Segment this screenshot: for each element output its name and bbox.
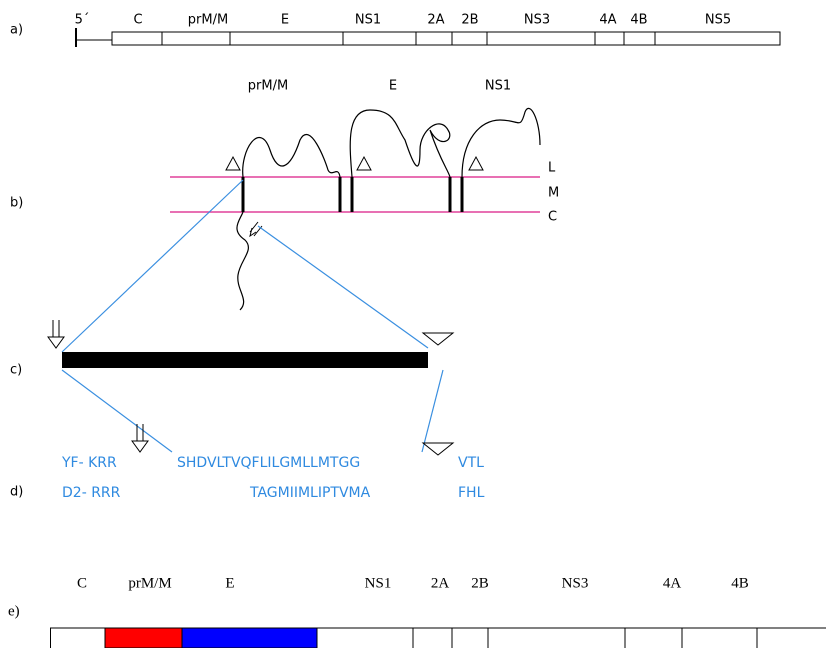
- segment-label: 2A: [431, 575, 450, 591]
- sequence: FHL: [458, 485, 485, 501]
- arrow: [250, 222, 262, 236]
- segment-label: 2B: [471, 575, 489, 591]
- layer-label: M: [548, 186, 559, 201]
- panel-label: a): [10, 23, 23, 38]
- segment-label: E: [281, 13, 289, 28]
- segment-label: 4B: [731, 575, 749, 591]
- sequence: D2- RRR: [62, 485, 121, 501]
- cleavage-triangles: [226, 157, 483, 170]
- segment-label: NS1: [365, 575, 392, 591]
- sequence: TAGMIIMLIPTVMA: [249, 485, 371, 501]
- segment-label: C: [77, 575, 87, 591]
- sequence: SHDVLTVQFLILGMLLMTGG: [177, 455, 360, 471]
- triangle: [423, 443, 453, 455]
- diagram: a) 5´ C prM/M E NS1 2A 2B NS3 4A 4B NS5 …: [0, 0, 826, 648]
- protein-label: E: [389, 79, 397, 94]
- segment-label: 2A: [427, 13, 444, 28]
- panel-label: d): [10, 485, 23, 500]
- segment-label: prM/M: [128, 575, 171, 591]
- protein-label: NS1: [485, 79, 511, 94]
- membrane: [170, 177, 540, 212]
- panel-label: c): [10, 363, 22, 378]
- panel-label: e): [8, 603, 20, 619]
- panel-label: b): [10, 196, 23, 211]
- sequence: VTL: [458, 455, 484, 471]
- segment-label: 4B: [630, 13, 647, 28]
- segment-label: 4A: [599, 13, 616, 28]
- genome-map: [75, 28, 780, 47]
- sequence: YF- KRR: [61, 455, 117, 471]
- segment-label: NS3: [562, 575, 589, 591]
- protein-label: prM/M: [248, 79, 288, 94]
- segment-label: NS5: [705, 13, 731, 28]
- segment-label: E: [225, 575, 234, 591]
- polyprotein-map: [50, 628, 826, 648]
- transmembrane-segments: [243, 177, 462, 212]
- layer-label: C: [548, 210, 557, 225]
- segment-label: 4A: [663, 575, 682, 591]
- segment-label: prM/M: [188, 13, 228, 28]
- layer-label: L: [548, 161, 556, 176]
- zoom-lines: [62, 180, 428, 352]
- arrow: [48, 320, 64, 348]
- segment-label: 2B: [461, 13, 478, 28]
- segment-label: 5´: [75, 13, 90, 28]
- protein-chains: [237, 108, 540, 310]
- zoom-lines: [62, 370, 443, 452]
- triangle: [423, 333, 453, 345]
- signal-peptide-bar: [62, 352, 428, 368]
- segment-label: NS1: [355, 13, 381, 28]
- segment-label: NS3: [524, 13, 550, 28]
- segment-label: C: [133, 13, 142, 28]
